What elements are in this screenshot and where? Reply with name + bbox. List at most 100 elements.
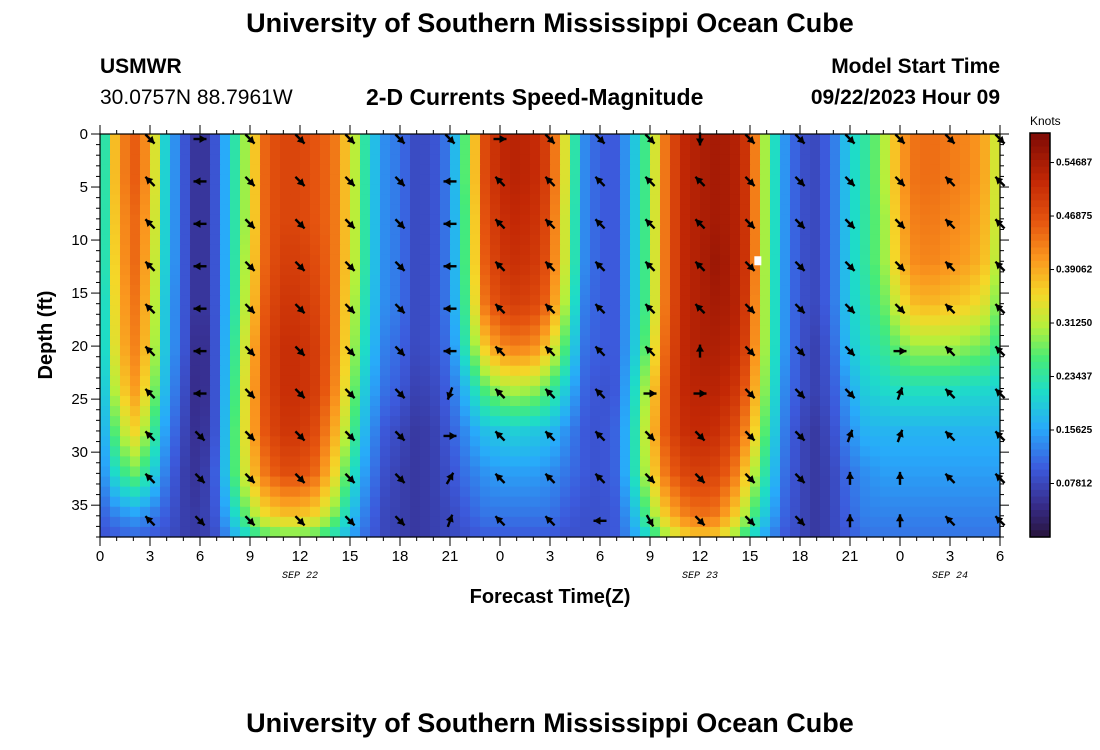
heatmap-cell <box>440 315 451 327</box>
heatmap-cell <box>130 285 141 296</box>
heatmap-cell <box>600 426 611 437</box>
heatmap-cell <box>510 526 521 538</box>
current-vectors <box>144 132 1006 528</box>
heatmap-cell <box>270 244 281 256</box>
heatmap-cell <box>180 275 191 286</box>
heatmap-cell <box>730 295 741 306</box>
heatmap-cells <box>100 134 1001 538</box>
heatmap-cell <box>820 466 831 478</box>
colorbar-segment <box>1030 402 1050 410</box>
heatmap-cell <box>370 456 381 468</box>
current-vector <box>193 347 207 356</box>
heatmap-cell <box>280 345 291 357</box>
heatmap-cell <box>890 154 901 165</box>
heatmap-cell <box>320 375 331 387</box>
heatmap-cell <box>590 375 601 387</box>
colorbar-segment <box>1030 287 1050 296</box>
heatmap-cell <box>120 506 131 518</box>
heatmap-cell <box>800 144 811 155</box>
heatmap-cell <box>300 194 311 206</box>
heatmap-cell <box>830 174 841 185</box>
colorbar-segment <box>1030 382 1050 390</box>
heatmap-cell <box>930 426 941 437</box>
heatmap-cell <box>690 315 701 327</box>
current-vector <box>294 303 306 315</box>
heatmap-cell <box>570 184 581 196</box>
heatmap-cell <box>450 174 461 185</box>
heatmap-cell <box>750 436 761 447</box>
heatmap-cell <box>810 164 821 175</box>
heatmap-cell <box>880 134 891 145</box>
heatmap-cell <box>740 375 751 387</box>
heatmap-cell <box>270 395 281 407</box>
heatmap-cell <box>270 516 281 528</box>
heatmap-cell <box>220 254 231 266</box>
heatmap-cell <box>120 204 131 216</box>
heatmap-cell <box>530 275 541 286</box>
heatmap-cell <box>370 375 381 387</box>
heatmap-cell <box>270 144 281 155</box>
current-vector <box>193 389 207 398</box>
colorbar-tick-label: 0.07812 <box>1056 479 1093 490</box>
heatmap-cell <box>900 335 911 347</box>
heatmap-cell <box>690 486 701 498</box>
heatmap-cell <box>220 446 231 457</box>
heatmap-cell <box>980 335 991 347</box>
heatmap-cell <box>830 275 841 286</box>
heatmap-cell <box>480 204 491 216</box>
heatmap-cell <box>160 506 171 518</box>
heatmap-cell <box>390 466 401 478</box>
current-vector <box>694 303 706 315</box>
heatmap-cell <box>630 466 641 478</box>
heatmap-cell <box>740 436 751 447</box>
heatmap-cell <box>110 516 121 528</box>
heatmap-cell <box>880 526 891 538</box>
heatmap-cell <box>200 385 211 397</box>
heatmap-cell <box>750 365 761 377</box>
heatmap-cell <box>540 164 551 175</box>
heatmap-cell <box>130 295 141 306</box>
heatmap-cell <box>710 134 721 145</box>
heatmap-cell <box>230 275 241 286</box>
heatmap-cell <box>620 456 631 468</box>
heatmap-cell <box>630 416 641 427</box>
heatmap-cell <box>530 476 541 488</box>
heatmap-cell <box>150 254 161 266</box>
heatmap-cell <box>290 395 301 407</box>
heatmap-cell <box>850 254 861 266</box>
heatmap-cell <box>130 214 141 226</box>
heatmap-cell <box>200 456 211 468</box>
heatmap-cell <box>210 466 221 478</box>
heatmap-cell <box>920 295 931 306</box>
heatmap-cell <box>380 526 391 538</box>
heatmap-cell <box>380 204 391 216</box>
heatmap-cell <box>970 254 981 266</box>
heatmap-cell <box>980 406 991 417</box>
heatmap-cell <box>390 506 401 518</box>
heatmap-cell <box>760 476 771 488</box>
heatmap-cell <box>580 224 591 236</box>
heatmap-cell <box>100 406 111 417</box>
heatmap-cell <box>910 486 921 498</box>
heatmap-cell <box>860 244 871 256</box>
heatmap-cell <box>720 144 731 155</box>
heatmap-cell <box>540 506 551 518</box>
heatmap-cell <box>560 345 571 357</box>
heatmap-cell <box>710 486 721 498</box>
heatmap-cell <box>140 305 151 316</box>
heatmap-cell <box>510 164 521 175</box>
heatmap-cell <box>460 355 471 367</box>
heatmap-cell <box>260 184 271 196</box>
heatmap-cell <box>690 516 701 528</box>
heatmap-cell <box>900 486 911 498</box>
heatmap-cell <box>610 486 621 498</box>
heatmap-cell <box>280 375 291 387</box>
heatmap-cell <box>530 144 541 155</box>
heatmap-cell <box>150 345 161 357</box>
heatmap-cell <box>770 516 781 528</box>
heatmap-cell <box>910 174 921 185</box>
heatmap-cell <box>540 406 551 417</box>
heatmap-cell <box>100 365 111 377</box>
heatmap-cell <box>400 214 411 226</box>
heatmap-cell <box>520 516 531 528</box>
